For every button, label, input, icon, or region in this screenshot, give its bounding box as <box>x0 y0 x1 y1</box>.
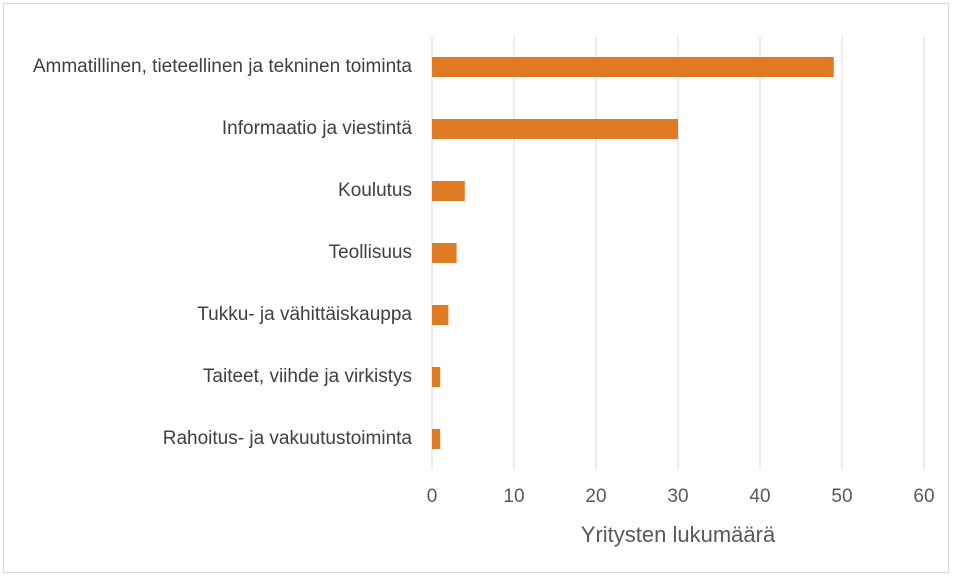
y-tick-label: Taiteet, viihde ja virkistys <box>202 366 412 387</box>
y-tick-label: Ammatillinen, tieteellinen ja tekninen t… <box>32 56 412 77</box>
y-tick-label: Teollisuus <box>328 242 412 263</box>
x-tick-label: 0 <box>427 486 438 507</box>
chart-border <box>3 3 949 573</box>
y-tick-label: Informaatio ja viestintä <box>221 118 412 139</box>
x-tick-label: 20 <box>585 486 606 507</box>
bar <box>432 119 678 139</box>
x-tick-label: 40 <box>749 486 770 507</box>
y-tick-label: Rahoitus- ja vakuutustoiminta <box>162 428 412 449</box>
x-tick-label: 50 <box>831 486 852 507</box>
bar <box>432 367 441 387</box>
x-tick-label: 30 <box>667 486 688 507</box>
bar <box>432 181 465 201</box>
bar <box>432 243 457 263</box>
bar <box>432 429 441 449</box>
x-axis-title: Yritysten lukumäärä <box>581 522 776 547</box>
bar <box>432 305 449 325</box>
y-tick-label: Koulutus <box>338 180 412 201</box>
x-tick-label: 10 <box>503 486 524 507</box>
bar <box>432 57 834 77</box>
y-tick-label: Tukku- ja vähittäiskauppa <box>197 304 412 325</box>
x-tick-label: 60 <box>913 486 934 507</box>
